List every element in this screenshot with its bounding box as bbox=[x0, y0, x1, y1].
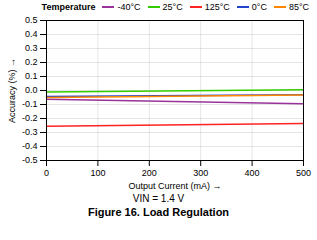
svg-text:-0.3: -0.3 bbox=[22, 127, 38, 137]
svg-text:0.4: 0.4 bbox=[25, 29, 38, 39]
svg-text:-0.4: -0.4 bbox=[22, 141, 38, 151]
html-text:Temperature: Temperature bbox=[41, 2, 96, 12]
svg-text:100: 100 bbox=[90, 168, 105, 178]
html-text:-40°C: -40°C bbox=[117, 2, 141, 12]
html-text:125°C: 125°C bbox=[204, 2, 230, 12]
svg-text:0.1: 0.1 bbox=[25, 71, 38, 81]
svg-text:300: 300 bbox=[193, 168, 208, 178]
svg-text:0.5: 0.5 bbox=[25, 15, 38, 25]
svg-text:Accuracy (%) →: Accuracy (%) → bbox=[7, 58, 17, 123]
html-text:Figure 16. Load Regulation: Figure 16. Load Regulation bbox=[87, 206, 230, 218]
svg-text:200: 200 bbox=[142, 168, 157, 178]
svg-text:Output Current (mA) →: Output Current (mA) → bbox=[128, 181, 221, 191]
svg-text:0.2: 0.2 bbox=[25, 57, 38, 67]
svg-text:0.3: 0.3 bbox=[25, 43, 38, 53]
svg-text:-0.1: -0.1 bbox=[22, 99, 38, 109]
html-text:85°C: 85°C bbox=[288, 2, 309, 12]
svg-text:-0.5: -0.5 bbox=[22, 155, 38, 165]
svg-text:500: 500 bbox=[296, 168, 311, 178]
html-text:0°C: 0°C bbox=[251, 2, 267, 12]
svg-text:0.0: 0.0 bbox=[25, 85, 38, 95]
svg-text:400: 400 bbox=[245, 168, 260, 178]
html-text:25°C: 25°C bbox=[162, 2, 183, 12]
svg-text:0: 0 bbox=[44, 168, 49, 178]
svg-text:-0.2: -0.2 bbox=[22, 113, 38, 123]
html-text:VIN = 1.4 V: VIN = 1.4 V bbox=[132, 193, 185, 204]
